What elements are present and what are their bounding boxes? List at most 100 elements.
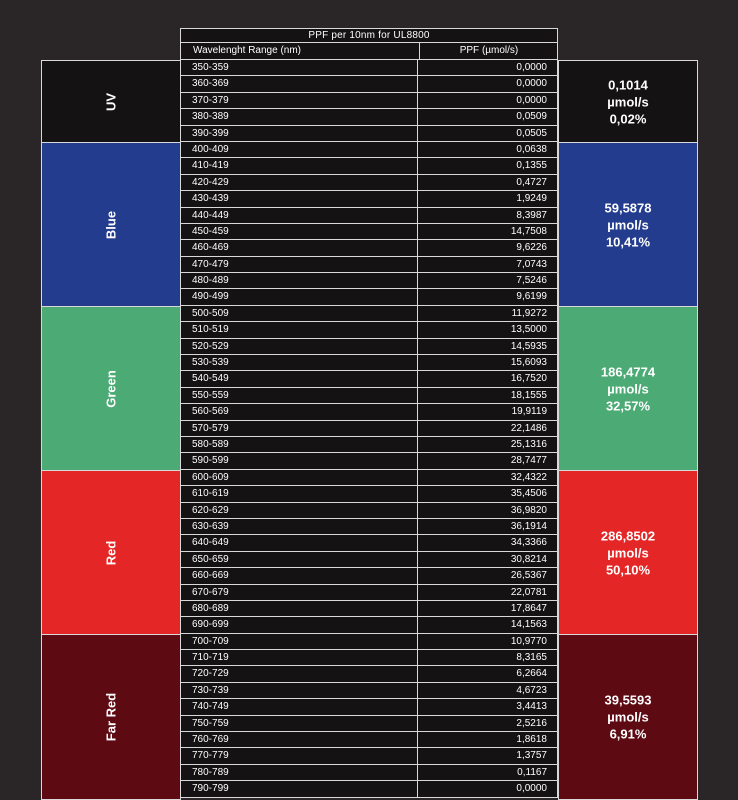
ppf-value-cell: 0,0638: [418, 141, 558, 158]
band-percent-red: 50,10%: [605, 562, 651, 577]
table-row: 420-429 0,4727: [180, 174, 558, 192]
table-row: 610-619 35,4506: [180, 486, 558, 503]
ppf-value-cell: 0,1355: [418, 158, 558, 174]
table-row: 740-749 3,4413: [180, 699, 558, 716]
ppf-value-cell: 9,6199: [418, 289, 558, 305]
ppf-value-cell: 7,5246: [418, 273, 558, 289]
ppf-value-cell: 6,2664: [418, 666, 558, 682]
wavelength-range-cell: 410-419: [180, 158, 418, 174]
table-row: 530-539 15,6093: [180, 355, 558, 372]
band-percent-green: 32,57%: [605, 398, 651, 413]
band-label-blue: Blue: [41, 142, 181, 307]
ppf-value-cell: 8,3987: [418, 207, 558, 223]
header-ppf: PPF (µmol/s): [459, 45, 519, 56]
table-row: 430-439 1,9249: [180, 191, 558, 208]
ppf-value-cell: 18,1555: [418, 387, 558, 404]
wavelength-range-cell: 670-679: [180, 584, 418, 600]
table-row: 510-519 13,5000: [180, 322, 558, 339]
band-name-blue: Blue: [103, 210, 119, 239]
band-summary-far-red: 39,5593 µmol/s 6,91%: [558, 634, 698, 800]
table-row: 720-729 6,2664: [180, 666, 558, 683]
wavelength-range-cell: 540-549: [180, 371, 418, 387]
table-row: 550-559 18,1555: [180, 387, 558, 405]
band-total-blue: 59,5878: [604, 200, 652, 215]
ppf-value-cell: 3,4413: [418, 699, 558, 715]
wavelength-range-cell: 500-509: [180, 305, 418, 322]
wavelength-range-cell: 600-609: [180, 469, 418, 486]
wavelength-range-cell: 660-669: [180, 568, 418, 584]
ppf-value-cell: 34,3366: [418, 535, 558, 551]
table-row: 470-479 7,0743: [180, 256, 558, 274]
wavelength-range-cell: 720-729: [180, 666, 418, 682]
wavelength-range-cell: 590-599: [180, 453, 418, 469]
ppf-value-cell: 22,0781: [418, 584, 558, 600]
table-title: PPF per 10nm for UL8800: [180, 28, 558, 43]
wavelength-range-cell: 610-619: [180, 486, 418, 502]
wavelength-range-cell: 580-589: [180, 436, 418, 453]
band-total-red: 286,8502: [600, 528, 656, 543]
ppf-value-cell: 25,1316: [418, 436, 558, 453]
ppf-value-cell: 0,0000: [418, 60, 558, 76]
table-row: 590-599 28,7477: [180, 453, 558, 470]
band-summary-blue: 59,5878 µmol/s 10,41%: [558, 142, 698, 307]
table-row: 710-719 8,3165: [180, 650, 558, 667]
ppf-value-cell: 26,5367: [418, 568, 558, 584]
ppf-value-cell: 36,1914: [418, 518, 558, 535]
wavelength-range-cell: 440-449: [180, 207, 418, 223]
wavelength-range-cell: 560-569: [180, 404, 418, 420]
ppf-value-cell: 8,3165: [418, 650, 558, 666]
table-row: 450-459 14,7508: [180, 223, 558, 241]
wavelength-range-cell: 710-719: [180, 650, 418, 666]
header-divider: [419, 43, 420, 59]
ppf-value-cell: 9,6226: [418, 240, 558, 256]
wavelength-range-cell: 680-689: [180, 600, 418, 617]
band-percent-uv: 0,02%: [609, 111, 647, 126]
table-row: 640-649 34,3366: [180, 535, 558, 552]
ppf-value-cell: 1,9249: [418, 191, 558, 207]
wavelength-range-cell: 380-389: [180, 109, 418, 125]
table-row: 500-509 11,9272: [180, 305, 558, 323]
table-row: 490-499 9,6199: [180, 289, 558, 306]
ppf-table: 350-359 0,0000 360-369 0,0000 370-379 0,0000 3…: [180, 60, 558, 798]
ppf-value-cell: 1,8618: [418, 732, 558, 748]
wavelength-range-cell: 460-469: [180, 240, 418, 256]
wavelength-range-cell: 390-399: [180, 125, 418, 141]
table-row: 750-759 2,5216: [180, 715, 558, 733]
band-label-uv: UV: [41, 60, 181, 143]
ppf-value-cell: 0,0000: [418, 76, 558, 92]
wavelength-range-cell: 730-739: [180, 682, 418, 699]
table-row: 380-389 0,0509: [180, 109, 558, 126]
band-label-green: Green: [41, 306, 181, 471]
table-row: 570-579 22,1486: [180, 420, 558, 437]
wavelength-range-cell: 550-559: [180, 387, 418, 404]
wavelength-range-cell: 510-519: [180, 322, 418, 338]
band-percent-blue: 10,41%: [605, 234, 651, 249]
ppf-value-cell: 2,5216: [418, 715, 558, 732]
table-row: 410-419 0,1355: [180, 158, 558, 175]
wavelength-range-cell: 770-779: [180, 748, 418, 764]
table-row: 760-769 1,8618: [180, 732, 558, 749]
ppf-value-cell: 0,0000: [418, 92, 558, 109]
wavelength-range-cell: 740-749: [180, 699, 418, 715]
ppf-value-cell: 35,4506: [418, 486, 558, 502]
band-unit-green: µmol/s: [607, 381, 649, 396]
ppf-value-cell: 14,1563: [418, 617, 558, 633]
ppf-value-cell: 17,8647: [418, 600, 558, 617]
wavelength-range-cell: 480-489: [180, 273, 418, 289]
wavelength-range-cell: 490-499: [180, 289, 418, 305]
table-row: 630-639 36,1914: [180, 518, 558, 536]
ppf-value-cell: 10,9770: [418, 633, 558, 650]
table-row: 680-689 17,8647: [180, 600, 558, 618]
ppf-value-cell: 28,7477: [418, 453, 558, 469]
ppf-value-cell: 0,1167: [418, 764, 558, 781]
table-row: 600-609 32,4322: [180, 469, 558, 487]
table-row: 440-449 8,3987: [180, 207, 558, 224]
wavelength-range-cell: 360-369: [180, 76, 418, 92]
table-row: 560-569 19,9119: [180, 404, 558, 421]
ppf-value-cell: 15,6093: [418, 355, 558, 371]
band-name-uv: UV: [103, 92, 119, 111]
ppf-value-cell: 0,4727: [418, 174, 558, 191]
ppf-value-cell: 30,8214: [418, 551, 558, 568]
ppf-value-cell: 22,1486: [418, 420, 558, 436]
ppf-value-cell: 16,7520: [418, 371, 558, 387]
